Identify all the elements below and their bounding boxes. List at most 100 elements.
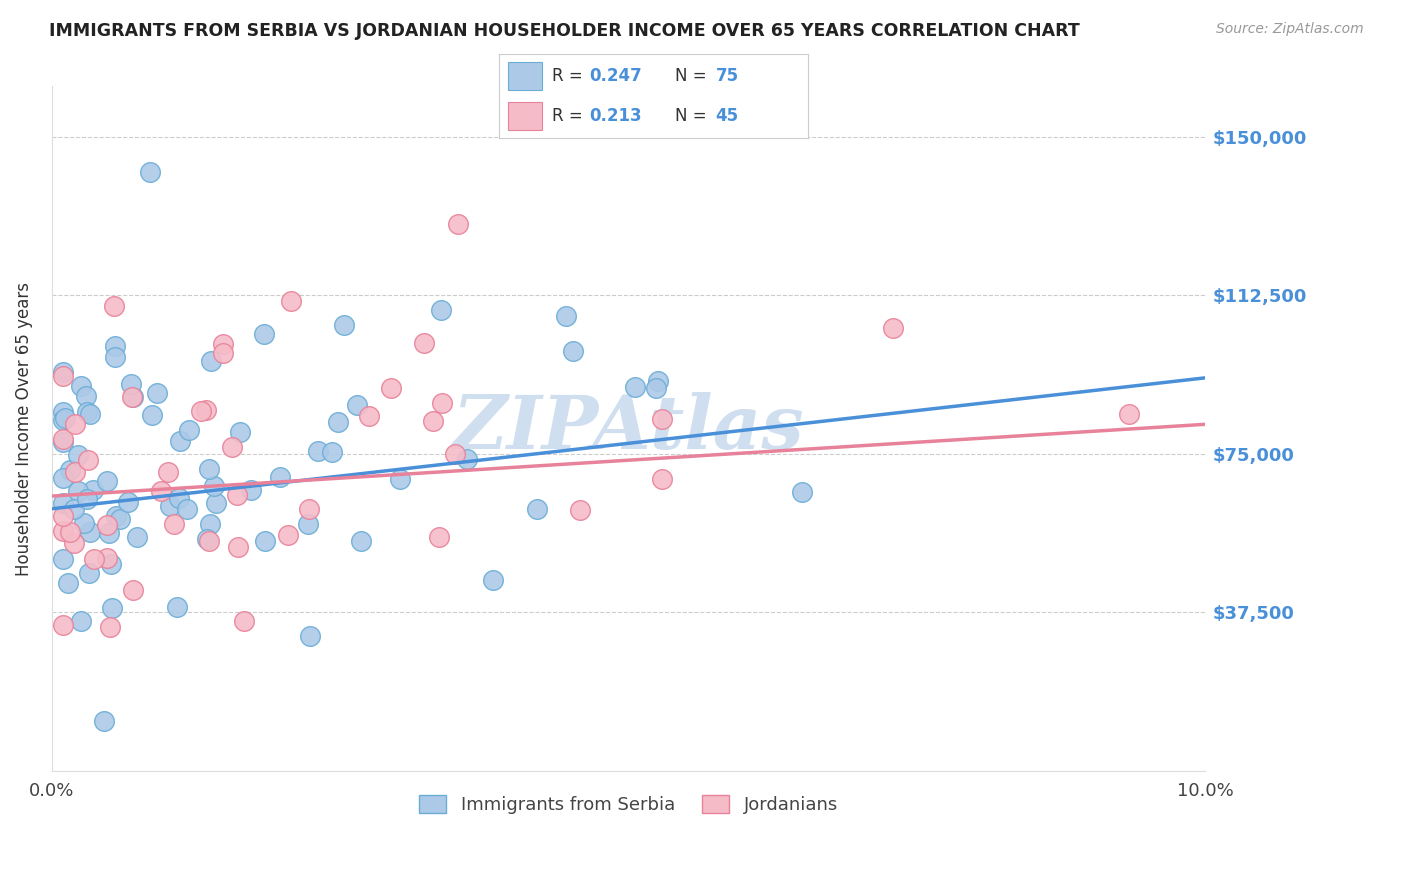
Point xyxy=(456,452,478,467)
Point xyxy=(790,484,813,499)
Point xyxy=(82,483,104,497)
Point xyxy=(321,445,343,459)
Point xyxy=(647,374,669,388)
Point xyxy=(52,617,75,632)
Point xyxy=(269,470,291,484)
Point xyxy=(98,620,121,634)
Point xyxy=(169,434,191,448)
Point xyxy=(212,346,235,360)
Point xyxy=(190,404,212,418)
Point xyxy=(103,338,125,352)
Point xyxy=(52,471,75,485)
Point xyxy=(228,425,250,440)
Point xyxy=(298,502,321,516)
Point xyxy=(427,530,450,544)
Point xyxy=(52,432,75,446)
Point xyxy=(63,501,86,516)
Point xyxy=(253,326,276,341)
Point xyxy=(645,381,668,395)
Point xyxy=(482,574,505,588)
Point xyxy=(96,551,118,566)
Point xyxy=(163,516,186,531)
Point xyxy=(198,462,221,476)
Text: 0.213: 0.213 xyxy=(589,107,641,125)
Text: R =: R = xyxy=(551,67,582,85)
Point xyxy=(96,474,118,488)
Point xyxy=(56,576,79,591)
Point xyxy=(52,368,75,383)
Point xyxy=(53,410,76,425)
Text: 0.247: 0.247 xyxy=(589,67,641,85)
Point xyxy=(76,491,98,506)
Point xyxy=(96,518,118,533)
Point xyxy=(357,409,380,424)
Point xyxy=(70,378,93,392)
Point xyxy=(76,389,98,403)
Point xyxy=(297,517,319,532)
Point xyxy=(141,408,163,422)
Text: 75: 75 xyxy=(716,67,738,85)
Point xyxy=(76,453,98,467)
Point xyxy=(277,528,299,542)
Point xyxy=(430,303,453,318)
Text: 45: 45 xyxy=(716,107,738,125)
Point xyxy=(212,336,235,351)
Point xyxy=(52,552,75,566)
Point xyxy=(108,511,131,525)
Point xyxy=(388,472,411,486)
Legend: Immigrants from Serbia, Jordanians: Immigrants from Serbia, Jordanians xyxy=(411,786,846,823)
Y-axis label: Householder Income Over 65 years: Householder Income Over 65 years xyxy=(15,282,32,575)
Point xyxy=(443,447,465,461)
Point xyxy=(63,536,86,550)
Point xyxy=(100,557,122,571)
Point xyxy=(240,483,263,497)
Point xyxy=(177,423,200,437)
Point xyxy=(233,614,256,628)
Point xyxy=(93,714,115,728)
Point xyxy=(882,321,904,335)
Point xyxy=(52,434,75,449)
Point xyxy=(167,491,190,505)
Point xyxy=(73,516,96,530)
Point xyxy=(333,318,356,332)
Point xyxy=(63,465,86,479)
Point xyxy=(326,415,349,429)
Text: Source: ZipAtlas.com: Source: ZipAtlas.com xyxy=(1216,22,1364,37)
Point xyxy=(150,483,173,498)
Point xyxy=(52,508,75,523)
Point xyxy=(79,566,101,580)
Point xyxy=(221,440,243,454)
Point xyxy=(226,540,249,554)
Text: R =: R = xyxy=(551,107,582,125)
Point xyxy=(202,479,225,493)
Point xyxy=(195,402,218,417)
Point xyxy=(83,551,105,566)
Point xyxy=(79,524,101,539)
Point xyxy=(253,534,276,549)
Point xyxy=(103,299,125,313)
Point xyxy=(70,614,93,628)
Text: IMMIGRANTS FROM SERBIA VS JORDANIAN HOUSEHOLDER INCOME OVER 65 YEARS CORRELATION: IMMIGRANTS FROM SERBIA VS JORDANIAN HOUS… xyxy=(49,22,1080,40)
Point xyxy=(651,412,673,426)
Point xyxy=(67,448,90,462)
Point xyxy=(52,496,75,510)
Text: ZIPAtlas: ZIPAtlas xyxy=(453,392,804,465)
Point xyxy=(52,366,75,380)
Point xyxy=(122,583,145,598)
Point xyxy=(76,405,98,419)
Point xyxy=(156,465,179,479)
Point xyxy=(307,444,329,458)
Point xyxy=(117,495,139,509)
Point xyxy=(52,405,75,419)
Point xyxy=(146,386,169,401)
Point xyxy=(58,463,80,477)
Point xyxy=(226,488,249,502)
Point xyxy=(104,350,127,364)
Bar xyxy=(509,102,543,130)
Point xyxy=(138,165,160,179)
Point xyxy=(52,413,75,427)
Point xyxy=(159,499,181,513)
Point xyxy=(176,501,198,516)
Point xyxy=(447,217,470,231)
Point xyxy=(651,472,673,486)
